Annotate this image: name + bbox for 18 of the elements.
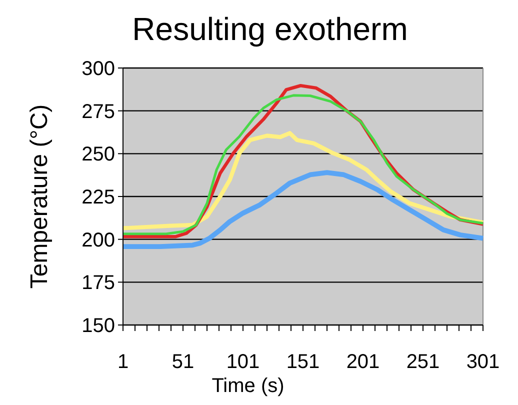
- x-tick-label: 51: [172, 351, 194, 373]
- x-tick-label: 151: [286, 351, 320, 373]
- y-tick-label: 250: [82, 144, 115, 166]
- y-tick-label: 150: [82, 315, 115, 337]
- x-tick-label: 101: [226, 351, 260, 373]
- y-tick-label: 225: [82, 186, 115, 208]
- x-tick-label: 1: [117, 351, 129, 373]
- x-tick-label: 251: [406, 351, 440, 373]
- y-tick-label: 175: [82, 272, 115, 294]
- line-series: [120, 131, 486, 230]
- y-tick-label: 275: [82, 100, 115, 123]
- chart-title: Resulting exotherm: [132, 11, 408, 47]
- y-tick-label: 200: [82, 229, 115, 252]
- y-axis-title: Temperature (°C): [26, 104, 53, 289]
- x-tick-label: 301: [466, 351, 500, 373]
- x-axis-title: Time (s): [212, 375, 284, 397]
- x-tick-label: 201: [346, 351, 380, 373]
- y-tick-label: 300: [82, 58, 115, 80]
